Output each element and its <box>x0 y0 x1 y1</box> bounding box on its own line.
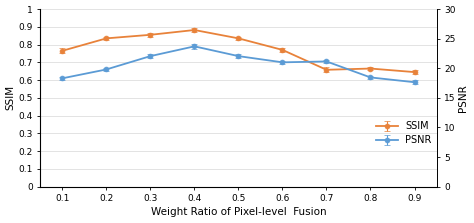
Y-axis label: SSIM: SSIM <box>6 85 16 110</box>
Y-axis label: PSNR: PSNR <box>458 84 468 112</box>
X-axis label: Weight Ratio of Pixel-level  Fusion: Weight Ratio of Pixel-level Fusion <box>151 207 326 217</box>
Legend: SSIM, PSNR: SSIM, PSNR <box>376 121 432 145</box>
